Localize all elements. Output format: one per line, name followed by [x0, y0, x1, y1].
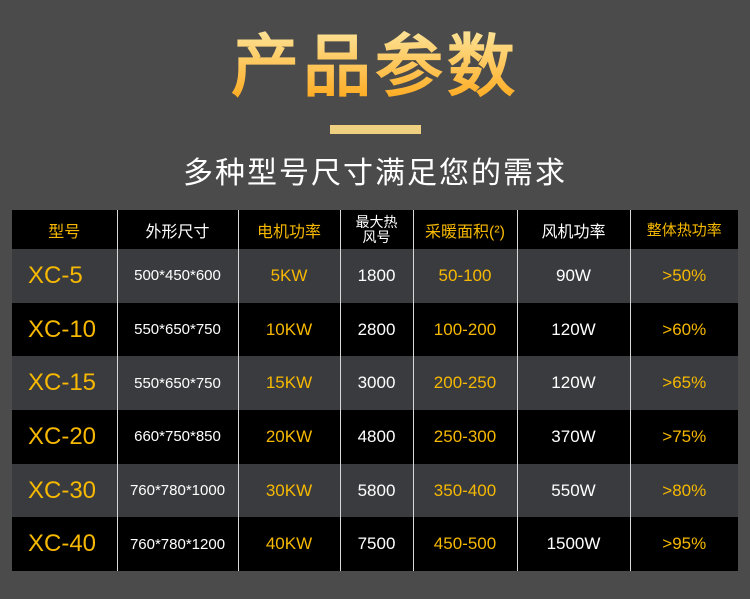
table-cell: 760*780*1000 — [116, 463, 238, 518]
table-cell: >95% — [629, 517, 738, 572]
table-row: XC-30 760*780*1000 30KW 5800 350-400 550W >80% — [12, 463, 738, 518]
table-row: XC-40 760*780*1200 40KW 7500 450-500 1500W >95… — [12, 517, 738, 572]
table-cell: XC-40 — [12, 517, 117, 572]
table-cell: 1500W — [516, 517, 630, 572]
table-cell: 40KW — [237, 517, 340, 572]
table-cell: >60% — [629, 302, 738, 357]
table-row: XC-5 500*450*600 5KW 1800 50-100 90W >50% — [12, 249, 738, 303]
table-cell: 200-250 — [412, 356, 517, 411]
header-cell: 型号 — [12, 210, 117, 249]
header-cell: 电机功率 — [237, 210, 340, 249]
table-row: XC-20 660*750*850 20KW 4800 250-300 370W >75% — [12, 410, 738, 464]
divider — [330, 125, 421, 134]
table-header: 型号 外形尺寸 电机功率 最大热风号 采暖面积(²) 风机功率 整体热功率 — [12, 210, 738, 249]
table-cell: 1800 — [339, 249, 413, 303]
table-cell: 120W — [516, 302, 630, 357]
table-cell: 15KW — [237, 356, 340, 411]
table-cell: 4800 — [339, 410, 413, 464]
table-row: XC-10 550*650*750 10KW 2800 100-200 120W >60% — [12, 302, 738, 357]
table-cell: >80% — [629, 463, 738, 518]
header-cell: 整体热功率 — [629, 210, 738, 249]
table-cell: 7500 — [339, 517, 413, 572]
table-cell: >75% — [629, 410, 738, 464]
table-cell: 20KW — [237, 410, 340, 464]
table-cell: 100-200 — [412, 302, 517, 357]
header-cell: 外形尺寸 — [116, 210, 238, 249]
table-cell: 5800 — [339, 463, 413, 518]
table-cell: 30KW — [237, 463, 340, 518]
header-cell: 采暖面积(²) — [412, 210, 517, 249]
table-cell: 50-100 — [412, 249, 517, 303]
table-cell: 550W — [516, 463, 630, 518]
spec-table: 型号 外形尺寸 电机功率 最大热风号 采暖面积(²) 风机功率 整体热功率 XC… — [12, 210, 738, 572]
table-cell: XC-20 — [12, 410, 117, 464]
table-cell: 350-400 — [412, 463, 517, 518]
table-cell: >65% — [629, 356, 738, 411]
table-cell: XC-30 — [12, 463, 117, 518]
table-cell: XC-10 — [12, 302, 117, 357]
page-title: 产品参数 — [0, 28, 750, 108]
table-cell: 370W — [516, 410, 630, 464]
table-cell: 660*750*850 — [116, 410, 238, 464]
table-cell: 450-500 — [412, 517, 517, 572]
table-cell: 500*450*600 — [116, 249, 238, 303]
table-cell: 250-300 — [412, 410, 517, 464]
table-cell: XC-5 — [12, 249, 117, 303]
table-cell: 3000 — [339, 356, 413, 411]
header-cell: 风机功率 — [516, 210, 630, 249]
header-cell: 最大热风号 — [339, 210, 413, 249]
table-cell: 550*650*750 — [116, 302, 238, 357]
table-cell: 10KW — [237, 302, 340, 357]
table-cell: XC-15 — [12, 356, 117, 411]
table-cell: 120W — [516, 356, 630, 411]
table-cell: 90W — [516, 249, 630, 303]
table-cell: 5KW — [237, 249, 340, 303]
table-cell: 550*650*750 — [116, 356, 238, 411]
table-row: XC-15 550*650*750 15KW 3000 200-250 120W >65% — [12, 356, 738, 411]
table-cell: 760*780*1200 — [116, 517, 238, 572]
table-cell: >50% — [629, 249, 738, 303]
subtitle: 多种型号尺寸满足您的需求 — [183, 156, 567, 191]
table-cell: 2800 — [339, 302, 413, 357]
